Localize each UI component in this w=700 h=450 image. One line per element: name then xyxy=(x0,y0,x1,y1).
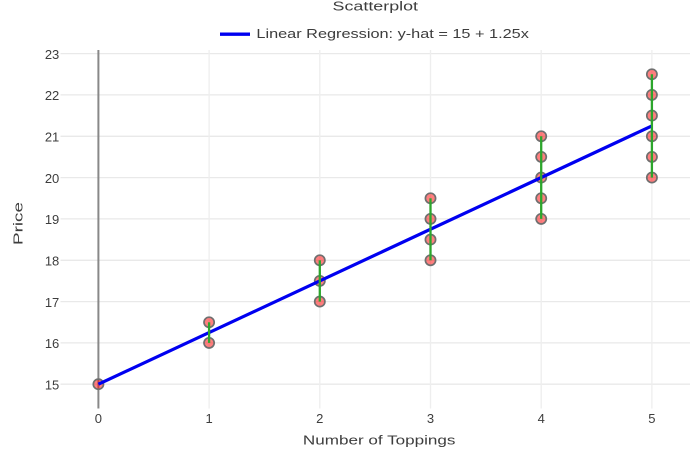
svg-text:23: 23 xyxy=(45,47,59,62)
svg-text:20: 20 xyxy=(45,171,59,186)
svg-text:22: 22 xyxy=(45,88,59,103)
svg-text:Number of Toppings: Number of Toppings xyxy=(303,433,456,448)
svg-text:Scatterplot: Scatterplot xyxy=(333,0,419,14)
svg-text:1: 1 xyxy=(205,411,212,426)
svg-text:15: 15 xyxy=(45,378,59,393)
svg-text:Linear Regression: y-hat = 15: Linear Regression: y-hat = 15 + 1.25x xyxy=(256,26,529,41)
svg-text:19: 19 xyxy=(45,212,59,227)
svg-text:2: 2 xyxy=(316,411,323,426)
svg-text:3: 3 xyxy=(427,411,434,426)
svg-text:0: 0 xyxy=(95,411,102,426)
svg-text:5: 5 xyxy=(648,411,655,426)
svg-text:4: 4 xyxy=(538,411,545,426)
svg-text:17: 17 xyxy=(45,295,59,310)
svg-text:21: 21 xyxy=(45,130,59,145)
svg-text:Price: Price xyxy=(11,202,26,245)
svg-text:16: 16 xyxy=(45,336,59,351)
svg-text:18: 18 xyxy=(45,254,59,269)
